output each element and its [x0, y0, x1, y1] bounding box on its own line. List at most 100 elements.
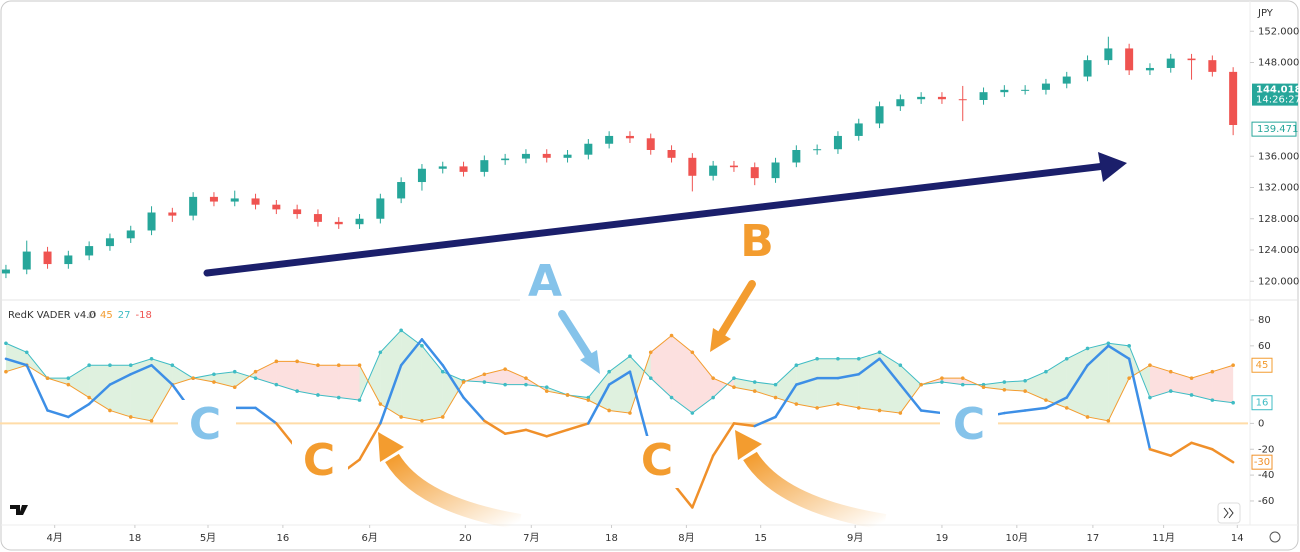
candle-body — [1041, 83, 1050, 90]
signal-segment — [774, 383, 798, 419]
candle-body — [501, 158, 510, 161]
point — [440, 369, 445, 374]
candle-body — [168, 212, 177, 216]
value-label: 16 — [1256, 398, 1269, 409]
price-badge — [1252, 83, 1298, 106]
fill-band — [1004, 380, 1026, 392]
candle-body — [22, 251, 31, 270]
candle-body — [646, 138, 655, 150]
signal-segment — [878, 357, 902, 386]
value-badge — [1251, 357, 1273, 373]
price-pane: JPY 152.000 148.000 136.000 132.000 128.000 12… — [1, 8, 1300, 287]
point — [378, 402, 383, 406]
last-price: 144.018 — [1256, 85, 1300, 96]
lines — [4, 328, 1235, 509]
point — [24, 350, 29, 355]
fill-band — [401, 330, 422, 421]
point — [253, 376, 258, 380]
x-tick-label: 6月 — [361, 532, 377, 544]
candle-body — [209, 196, 218, 202]
candle-body — [438, 166, 447, 169]
x-tick-label: 5月 — [200, 532, 216, 544]
indicator-input: 27 — [118, 310, 131, 321]
point — [1231, 400, 1235, 405]
point — [212, 372, 216, 377]
fill-band — [1108, 343, 1130, 421]
y-tick-label: 132.000 — [1258, 183, 1299, 194]
point — [877, 408, 882, 413]
settings-button[interactable] — [1269, 531, 1281, 543]
candle-body — [688, 157, 697, 176]
point — [4, 341, 8, 346]
fill-band — [629, 352, 651, 414]
fill-band — [505, 369, 526, 385]
fill-band — [941, 378, 963, 385]
fill-band — [609, 356, 630, 414]
candle-body — [854, 123, 863, 136]
fill-band — [588, 371, 610, 411]
point — [1148, 363, 1152, 368]
signal-segment — [1107, 344, 1131, 361]
fill-band — [754, 382, 776, 398]
point — [4, 369, 8, 374]
candle-body — [937, 96, 946, 100]
point — [45, 376, 50, 380]
point — [1002, 387, 1007, 392]
candle-body — [542, 153, 551, 158]
y-tick-label: 80 — [1258, 315, 1271, 326]
signal-segment — [711, 422, 736, 457]
point — [544, 385, 549, 390]
x-tick-label: 20 — [459, 533, 472, 544]
x-tick-label: 18 — [129, 533, 142, 544]
point — [773, 395, 778, 400]
point — [212, 380, 216, 384]
fill-band — [900, 365, 922, 414]
point — [357, 363, 362, 368]
fill-band — [650, 335, 672, 398]
signal-segment — [420, 338, 444, 367]
candle-body — [397, 182, 406, 199]
point — [794, 402, 799, 406]
signal-segment — [254, 406, 278, 425]
candle-body — [147, 212, 156, 231]
candle-body — [480, 160, 489, 172]
point — [565, 393, 570, 397]
candle-body — [417, 168, 426, 183]
signal-segment — [1023, 406, 1048, 412]
point — [607, 369, 611, 374]
signal-segment — [441, 363, 465, 399]
point — [399, 328, 403, 333]
point — [981, 382, 986, 387]
signal-segment — [753, 415, 777, 428]
point — [1023, 389, 1027, 393]
point — [815, 406, 819, 410]
value-badge — [1251, 395, 1273, 411]
label-bg — [940, 400, 998, 452]
x-tick-label: 9月 — [847, 532, 863, 544]
candle-body — [1187, 58, 1196, 61]
point — [336, 395, 341, 400]
candle-body — [43, 251, 52, 265]
point — [316, 363, 320, 368]
point — [232, 385, 237, 390]
candle-body — [896, 99, 905, 107]
value-badge — [1251, 454, 1273, 470]
point — [940, 380, 944, 384]
fill-band — [172, 365, 194, 385]
marker-badge — [1251, 121, 1297, 137]
candle-body — [667, 150, 676, 158]
point — [732, 376, 736, 380]
point — [66, 382, 71, 387]
candle-body — [459, 166, 468, 172]
candle-body — [313, 214, 322, 222]
x-tick-label: 17 — [1087, 533, 1100, 544]
fill-band — [1170, 371, 1192, 395]
point — [149, 419, 154, 423]
scroll-button[interactable] — [1217, 502, 1241, 524]
point — [711, 395, 715, 400]
point — [690, 411, 695, 415]
point — [815, 356, 819, 361]
candle-body — [272, 204, 281, 210]
point — [877, 350, 882, 355]
